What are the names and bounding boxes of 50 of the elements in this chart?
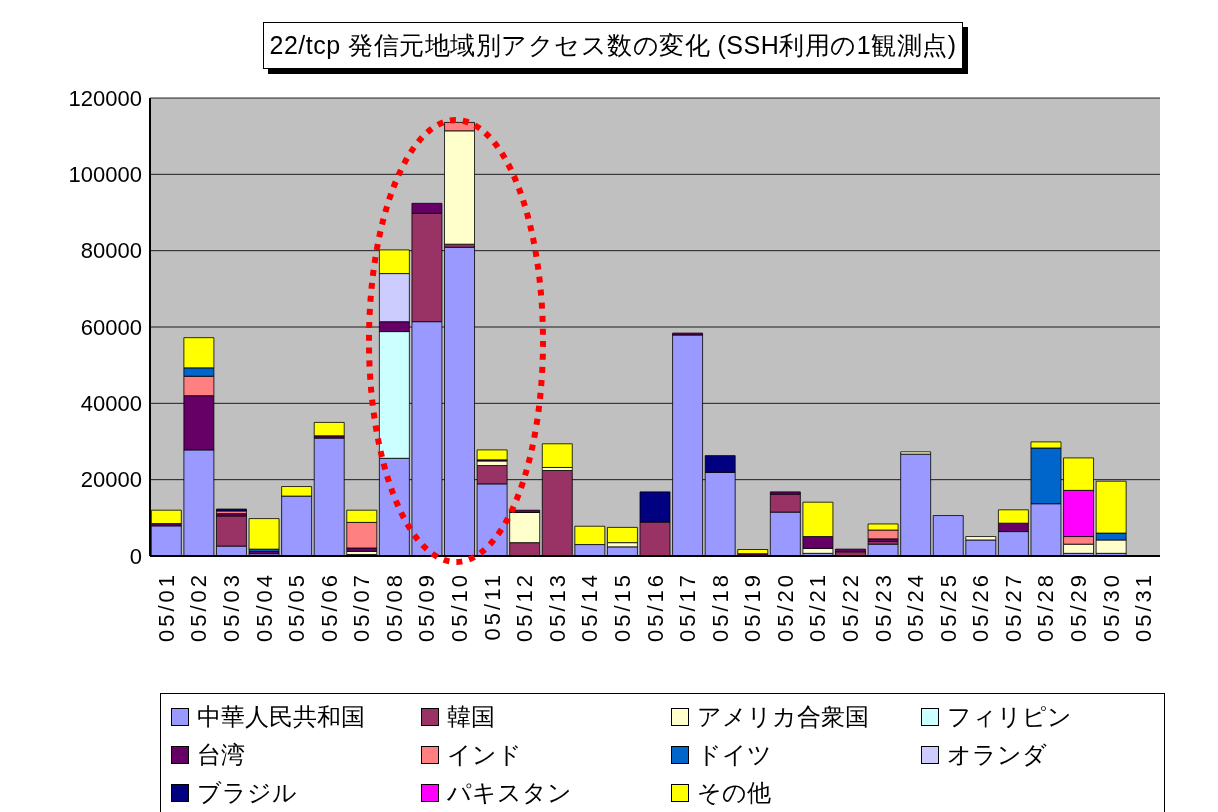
x-tick-label: 05/16 bbox=[642, 572, 668, 643]
x-tick-label: 05/14 bbox=[577, 572, 603, 643]
legend-label: 韓国 bbox=[447, 702, 495, 732]
x-tick-label: 05/09 bbox=[414, 572, 440, 643]
x-tick-label: 05/05 bbox=[284, 572, 310, 643]
x-tick-label: 05/31 bbox=[1131, 572, 1157, 643]
x-tick-label: 05/13 bbox=[544, 572, 570, 643]
chart-title: 22/tcp 発信元地域別アクセス数の変化 (SSH利用の1観測点) bbox=[262, 22, 964, 69]
x-tick-label: 05/18 bbox=[707, 572, 733, 643]
x-tick-label: 05/24 bbox=[903, 572, 929, 643]
x-tick-label: 05/19 bbox=[740, 572, 766, 643]
x-tick-label: 05/25 bbox=[935, 572, 961, 643]
x-tick-label: 05/11 bbox=[479, 572, 505, 641]
x-tick-label: 05/12 bbox=[512, 572, 538, 643]
legend-label: オランダ bbox=[947, 740, 1047, 770]
x-tick-label: 05/04 bbox=[251, 572, 277, 643]
y-tick-label: 100000 bbox=[68, 162, 142, 188]
x-tick-label: 05/23 bbox=[870, 572, 896, 643]
y-tick-label: 120000 bbox=[68, 85, 142, 111]
x-tick-label: 05/07 bbox=[349, 572, 375, 643]
legend-label: アメリカ合衆国 bbox=[697, 702, 869, 732]
y-tick-label: 0 bbox=[129, 543, 142, 569]
legend-label: 中華人民共和国 bbox=[197, 702, 365, 732]
y-tick-label: 20000 bbox=[80, 467, 142, 493]
x-tick-label: 05/06 bbox=[316, 572, 342, 643]
x-tick-label: 05/20 bbox=[772, 572, 798, 643]
legend-label: パキスタン bbox=[447, 778, 572, 808]
x-tick-label: 05/08 bbox=[381, 572, 407, 643]
legend-label: フィリピン bbox=[947, 702, 1072, 732]
legend-label: ドイツ bbox=[697, 740, 772, 770]
x-tick-label: 05/28 bbox=[1033, 572, 1059, 643]
x-tick-label: 05/10 bbox=[447, 572, 473, 643]
legend-label: ブラジル bbox=[197, 778, 297, 808]
x-tick-label: 05/03 bbox=[218, 572, 244, 643]
legend-label: 台湾 bbox=[197, 740, 245, 770]
x-tick-label: 05/27 bbox=[1000, 572, 1026, 643]
x-tick-label: 05/30 bbox=[1098, 572, 1124, 643]
y-tick-label: 80000 bbox=[80, 238, 142, 264]
x-tick-label: 05/22 bbox=[837, 572, 863, 643]
x-tick-label: 05/26 bbox=[968, 572, 994, 643]
x-tick-label: 05/17 bbox=[675, 572, 701, 643]
x-tick-label: 05/15 bbox=[609, 572, 635, 643]
x-tick-label: 05/01 bbox=[153, 572, 179, 643]
x-tick-label: 05/29 bbox=[1066, 572, 1092, 643]
legend-label: その他 bbox=[697, 778, 771, 808]
y-tick-label: 60000 bbox=[80, 314, 142, 340]
x-tick-label: 05/21 bbox=[805, 572, 831, 643]
y-tick-label: 40000 bbox=[80, 391, 142, 417]
legend-label: インド bbox=[447, 740, 522, 770]
x-tick-label: 05/02 bbox=[186, 572, 212, 643]
